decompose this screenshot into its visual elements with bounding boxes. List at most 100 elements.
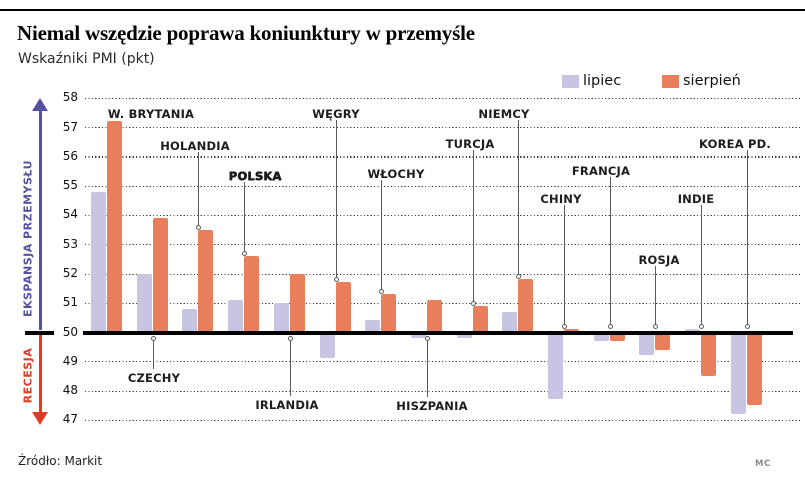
y-tick-55: 55 (62, 178, 78, 193)
bar-sierpień-4 (289, 273, 305, 331)
baseline-50-line (83, 330, 793, 335)
country-label-12: ROSJA (638, 253, 680, 267)
country-label-11: FRANCJA (571, 164, 631, 178)
expansion-axis-label: EKSPANSJA PRZEMYSŁU (21, 159, 35, 318)
bar-lipiec-2 (182, 308, 198, 331)
connector-dot-2 (196, 224, 202, 230)
recession-arrow-down-icon (32, 412, 48, 425)
gridline-57 (85, 127, 802, 129)
legend-item-lipiec: lipiec (562, 73, 621, 89)
chart-subtitle: Wskaźniki PMI (pkt) (18, 51, 155, 67)
y-tick-58: 58 (62, 90, 78, 105)
y-tick-51: 51 (62, 295, 78, 310)
bar-lipiec-10 (548, 334, 563, 400)
connector-dot-9 (516, 274, 522, 280)
source-note: Źródło: Markit (18, 454, 103, 468)
gridline-53 (85, 244, 802, 246)
top-rule (0, 9, 805, 11)
connector-line-11 (609, 177, 611, 324)
bar-lipiec-0 (91, 191, 106, 331)
y-tick-57: 57 (62, 119, 78, 134)
bar-sierpień-5 (335, 282, 351, 331)
gridline-52 (85, 273, 802, 275)
gridline-58 (85, 97, 802, 99)
country-label-9: NIEMCY (478, 107, 530, 121)
legend-swatch-lipiec (562, 74, 579, 88)
y-tick-53: 53 (62, 236, 78, 251)
bar-sierpień-0 (107, 121, 122, 331)
country-label-14: KOREA PD. (699, 137, 771, 151)
gridline-55 (85, 185, 802, 187)
connector-dot-12 (653, 324, 659, 329)
legend-label-sierpien: sierpień (683, 73, 741, 89)
recession-arrow-line (38, 335, 42, 414)
bar-sierpień-8 (472, 305, 488, 331)
bar-lipiec-12 (639, 334, 655, 356)
recession-axis-label: RECESJA (21, 347, 35, 404)
bar-lipiec-11 (593, 334, 609, 341)
connector-line-12 (655, 266, 657, 324)
author-credit: MC (755, 459, 771, 469)
country-label-7: HISZPANIA (396, 399, 468, 413)
bar-sierpień-11 (609, 334, 625, 341)
connector-line-4 (289, 340, 291, 396)
bar-sierpień-6 (381, 293, 397, 331)
bar-sierpień-2 (198, 229, 214, 331)
bar-lipiec-9 (502, 311, 518, 331)
bar-lipiec-8 (456, 334, 472, 338)
expansion-arrow-up-icon (32, 98, 48, 111)
connector-line-3 (244, 182, 246, 251)
connector-dot-8 (470, 300, 476, 306)
gridline-51 (85, 302, 802, 304)
country-label-6: WŁOCHY (367, 167, 425, 181)
y-tick-47: 47 (62, 412, 78, 427)
connector-dot-4 (287, 335, 293, 341)
country-label-13: INDIE (677, 192, 715, 206)
bar-sierpień-12 (655, 334, 671, 350)
connector-line-13 (701, 205, 703, 324)
y-tick-50: 50 (62, 324, 78, 339)
y-tick-52: 52 (62, 266, 78, 280)
connector-dot-1 (150, 335, 156, 341)
country-label-3: POLSKA (228, 169, 282, 183)
country-label-5: WĘGRY (312, 107, 360, 121)
bar-sierpień-14 (746, 334, 762, 406)
connector-dot-10 (562, 324, 567, 329)
connector-line-2 (198, 152, 200, 225)
connector-line-1 (152, 340, 154, 369)
bar-sierpień-10 (564, 329, 579, 332)
bar-lipiec-7 (410, 334, 426, 338)
chart-title: Niemal wszędzie poprawa koniunktury w pr… (17, 21, 475, 45)
connector-dot-7 (424, 335, 430, 341)
country-label-2: HOLANDIA (160, 139, 230, 153)
bar-lipiec-3 (228, 299, 244, 331)
bar-sierpień-13 (701, 334, 717, 376)
gridline-49 (85, 361, 802, 363)
country-label-1: CZECHY (127, 371, 181, 385)
country-label-8: TURCJA (445, 137, 495, 151)
country-label-10: CHINY (540, 192, 582, 206)
bar-sierpień-7 (426, 299, 442, 331)
bar-lipiec-4 (273, 302, 289, 331)
gridline-54 (85, 214, 802, 217)
y-tick-48: 48 (62, 383, 78, 397)
connector-line-14 (746, 150, 748, 324)
country-label-4: IRLANDIA (255, 398, 319, 412)
connector-line-10 (564, 205, 565, 324)
bar-lipiec-14 (730, 334, 746, 414)
bar-lipiec-13 (685, 329, 701, 332)
connector-dot-14 (744, 324, 750, 329)
connector-line-5 (335, 120, 337, 278)
connector-line-7 (426, 340, 428, 397)
connector-dot-13 (699, 324, 705, 329)
legend-swatch-sierpien (662, 74, 679, 88)
connector-line-9 (518, 120, 520, 275)
connector-line-6 (381, 180, 383, 289)
gridline-48 (85, 390, 802, 392)
bar-sierpień-9 (518, 279, 534, 331)
bar-sierpień-1 (152, 217, 168, 331)
expansion-arrow-line (38, 110, 42, 330)
y-tick-54: 54 (62, 207, 78, 222)
connector-dot-3 (242, 250, 248, 256)
